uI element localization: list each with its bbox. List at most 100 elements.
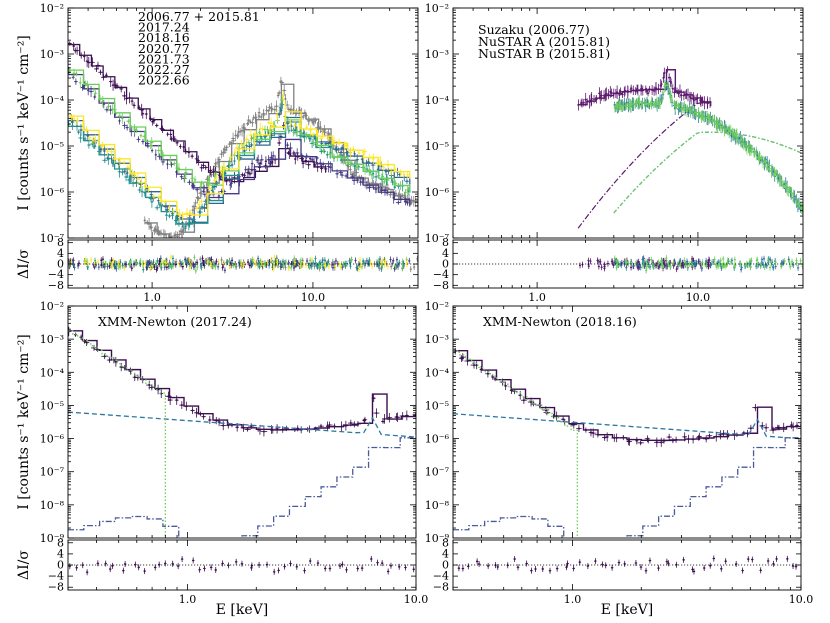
residual-point xyxy=(396,264,399,267)
data-point xyxy=(103,158,107,162)
residual-point xyxy=(305,259,309,263)
data-point xyxy=(622,104,625,108)
data-point xyxy=(680,93,683,97)
data-point xyxy=(406,188,409,192)
data-point xyxy=(119,87,123,91)
data-point xyxy=(130,172,134,176)
data-point xyxy=(765,166,769,170)
residual-point xyxy=(395,258,399,261)
data-point xyxy=(695,113,698,117)
residual-point xyxy=(70,260,73,264)
legend-entry: 2018.16 xyxy=(138,30,190,45)
residual-point xyxy=(195,261,199,264)
data-point xyxy=(355,158,359,162)
data-point xyxy=(402,173,406,176)
residual-point xyxy=(166,261,169,265)
residual-point xyxy=(188,258,191,262)
data-point xyxy=(154,227,157,231)
data-point xyxy=(279,108,283,112)
residual-point xyxy=(402,264,406,268)
data-point xyxy=(199,210,202,214)
residual-point xyxy=(101,261,105,265)
data-point xyxy=(736,139,740,142)
data-point xyxy=(339,171,343,174)
data-point xyxy=(393,168,397,171)
data-point xyxy=(231,137,235,140)
residual-point xyxy=(384,259,387,262)
data-point xyxy=(374,187,378,191)
residual-point xyxy=(199,258,202,261)
data-point xyxy=(289,121,292,125)
data-point xyxy=(302,131,306,135)
data-point xyxy=(293,123,297,127)
data-point xyxy=(313,137,317,140)
data-point xyxy=(589,98,593,102)
residual-tick-label: 4 xyxy=(57,247,64,260)
data-point xyxy=(136,177,140,181)
residual-point xyxy=(271,266,274,269)
data-point xyxy=(337,148,340,152)
data-point xyxy=(731,131,734,134)
data-point xyxy=(143,135,146,138)
data-point xyxy=(344,161,347,165)
data-point xyxy=(687,111,690,114)
data-point xyxy=(646,91,650,95)
residual-point xyxy=(408,259,411,263)
data-point xyxy=(371,181,374,185)
residual-point xyxy=(76,264,80,268)
data-point xyxy=(72,117,76,121)
data-point xyxy=(181,214,184,218)
data-point xyxy=(75,72,78,76)
residual-point xyxy=(394,265,397,268)
data-point xyxy=(277,91,281,95)
data-point xyxy=(147,222,151,226)
residual-point xyxy=(310,258,314,262)
data-point xyxy=(261,127,264,131)
data-point xyxy=(166,162,169,166)
data-point xyxy=(404,190,407,194)
data-point xyxy=(394,181,398,185)
data-point xyxy=(363,167,367,171)
residual-point xyxy=(230,262,234,265)
data-point xyxy=(382,166,386,169)
data-point xyxy=(166,132,169,136)
data-point xyxy=(683,104,686,108)
data-point xyxy=(371,172,375,176)
residual-point xyxy=(354,259,357,262)
data-point xyxy=(270,156,273,159)
data-point xyxy=(183,176,187,179)
data-point xyxy=(254,116,258,119)
data-point xyxy=(115,84,119,88)
residual-point xyxy=(250,263,253,266)
data-point xyxy=(376,161,379,165)
data-point xyxy=(110,157,113,161)
data-point xyxy=(733,134,737,138)
residual-point xyxy=(256,264,260,267)
data-point xyxy=(235,146,239,150)
data-point xyxy=(363,150,367,153)
data-point xyxy=(78,81,82,85)
data-point xyxy=(375,186,379,190)
residual-point xyxy=(232,264,235,267)
data-point xyxy=(157,195,161,199)
residual-point xyxy=(331,263,335,267)
data-point xyxy=(182,228,185,232)
data-point xyxy=(742,142,746,146)
residual-point xyxy=(108,261,112,264)
legend-entry: 2006.77 + 2015.81 xyxy=(138,9,260,24)
residual-point xyxy=(389,258,392,261)
residual-point xyxy=(310,265,313,268)
data-point xyxy=(760,157,763,160)
data-point xyxy=(339,158,343,162)
residual-point xyxy=(150,264,154,267)
data-point xyxy=(140,108,143,112)
series-201724 xyxy=(68,41,328,187)
data-point xyxy=(745,146,749,150)
data-point xyxy=(105,73,108,77)
residual-point xyxy=(160,260,164,264)
y-tick-label: 10⁻⁷ xyxy=(40,232,65,245)
y-tick-label: 10⁻⁶ xyxy=(40,186,65,199)
data-point xyxy=(658,103,662,106)
data-point xyxy=(244,168,247,171)
data-point xyxy=(139,134,143,137)
